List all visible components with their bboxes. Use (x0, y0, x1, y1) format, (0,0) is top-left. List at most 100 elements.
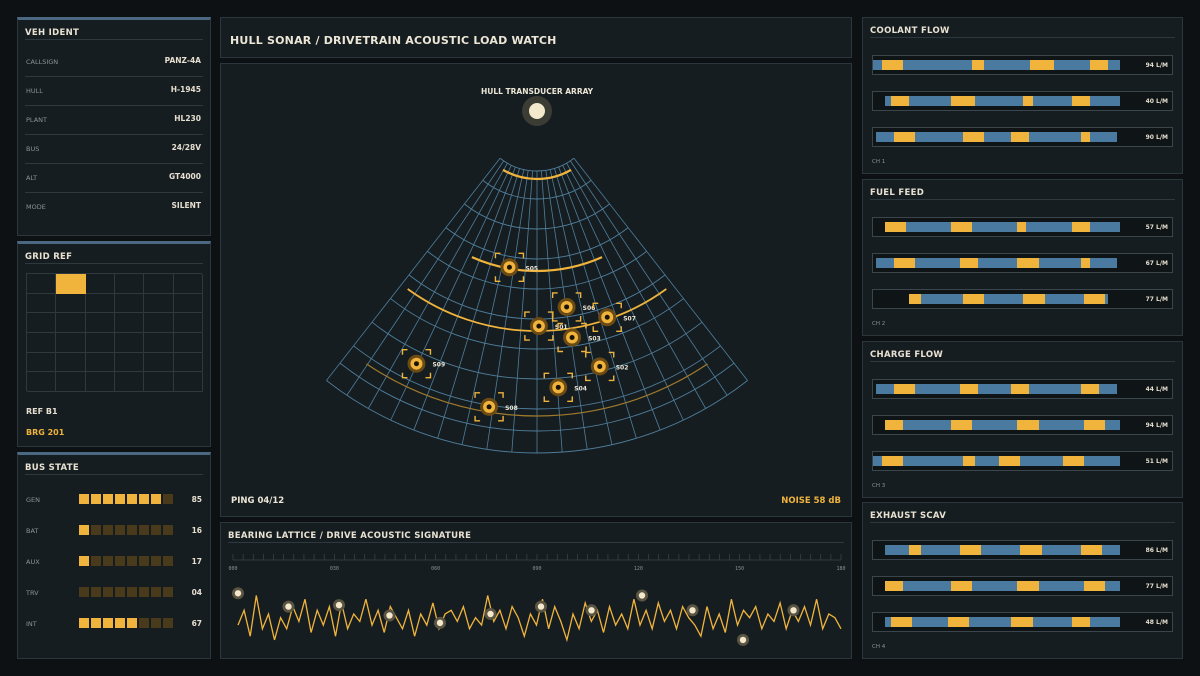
flow-row[interactable]: 94 L/M (872, 415, 1173, 435)
grid-cell[interactable] (173, 352, 203, 373)
row-divider (25, 105, 203, 106)
grid-map[interactable] (26, 273, 203, 392)
sonar-contact[interactable]: S02 (585, 351, 629, 382)
grid-cell[interactable] (173, 372, 203, 392)
flow-row[interactable]: 77 L/M (872, 576, 1173, 596)
flow-panel: COOLANT FLOW 94 L/M 40 L/M 90 L/M CH 1 (862, 17, 1183, 174)
sonar-contact[interactable]: S01 (524, 311, 568, 341)
flow-row[interactable]: 94 L/M (872, 55, 1173, 75)
grid-cell[interactable] (114, 313, 145, 333)
grid-cell[interactable] (27, 352, 57, 373)
grid-cell[interactable] (56, 372, 86, 392)
sonar-contact[interactable]: S07 (592, 302, 636, 332)
signature-marker[interactable] (234, 590, 242, 597)
sonar-bearing-line (573, 158, 748, 381)
grid-cell[interactable] (85, 293, 115, 314)
bus-level-segment (139, 525, 149, 535)
grid-cell[interactable] (144, 274, 174, 294)
grid-cell[interactable] (173, 274, 203, 294)
grid-cell[interactable] (114, 274, 145, 294)
flow-row[interactable]: 57 L/M (872, 217, 1173, 237)
grid-cell[interactable] (56, 274, 86, 294)
signature-marker[interactable] (335, 601, 343, 609)
grid-cell[interactable] (56, 352, 86, 373)
sonar-contact[interactable]: S08 (474, 392, 518, 422)
flow-bar (885, 420, 1120, 430)
flow-row[interactable]: 44 L/M (872, 379, 1173, 399)
bus-level-segment (151, 556, 161, 566)
signature-plot[interactable]: 000 030 060 090 120 150 180 (221, 545, 851, 657)
flow-bar-peak (948, 617, 970, 627)
flow-bar (885, 545, 1120, 555)
contact-core (597, 363, 603, 369)
signature-marker[interactable] (689, 607, 696, 614)
grid-cell[interactable] (85, 352, 115, 373)
grid-cell[interactable] (85, 313, 115, 333)
signature-marker[interactable] (487, 610, 494, 618)
veh-ident-row: HULL H-1945 (26, 85, 201, 97)
grid-cell[interactable] (56, 293, 86, 314)
signature-marker[interactable] (588, 607, 595, 614)
flow-bar (873, 456, 1120, 466)
flow-row[interactable]: 86 L/M (872, 540, 1173, 560)
bus-level-segment (91, 587, 101, 597)
signature-marker[interactable] (638, 592, 646, 599)
bus-level-segment (151, 494, 161, 504)
sonar-contact[interactable]: S06 (551, 292, 596, 322)
grid-cell[interactable] (56, 313, 86, 333)
signature-marker[interactable] (537, 603, 545, 610)
flow-row[interactable]: 67 L/M (872, 253, 1173, 273)
grid-cell[interactable] (85, 372, 115, 392)
grid-cell[interactable] (114, 293, 145, 314)
grid-cell[interactable] (173, 333, 203, 353)
grid-cell[interactable] (85, 274, 115, 294)
flow-bar-peak (960, 258, 979, 268)
signature-marker[interactable] (739, 636, 747, 644)
grid-cell[interactable] (144, 293, 174, 314)
grid-cell[interactable] (114, 333, 145, 353)
flow-value: 57 L/M (1145, 224, 1168, 231)
veh-ident-panel: VEH IDENT CALLSIGN PANZ-4A HULL H-1945 PLANT… (17, 17, 211, 236)
sonar-display[interactable]: S01 S02 S03 S04 S05 S06 S07 S08 S09 (221, 64, 851, 516)
flow-panel: CHARGE FLOW 44 L/M 94 L/M 51 L/M CH 3 (862, 341, 1183, 498)
signature-marker[interactable] (386, 612, 393, 619)
grid-cell[interactable] (27, 293, 57, 314)
grid-cell[interactable] (56, 333, 86, 353)
flow-row[interactable]: 77 L/M (872, 289, 1173, 309)
flow-row[interactable]: 51 L/M (872, 451, 1173, 471)
flow-row[interactable]: 48 L/M (872, 612, 1173, 632)
grid-cell[interactable] (85, 333, 115, 353)
sonar-contact[interactable]: S04 (543, 372, 587, 403)
flow-bar-peak (891, 617, 913, 627)
grid-cell[interactable] (144, 333, 174, 353)
flow-bar (885, 222, 1120, 232)
grid-cell[interactable] (144, 352, 174, 373)
bus-level-segment (91, 525, 101, 535)
grid-cell[interactable] (144, 372, 174, 392)
bus-key: BAT (26, 527, 39, 535)
signature-marker[interactable] (285, 603, 292, 610)
channel-label: CH 4 (872, 644, 886, 650)
signature-marker[interactable] (436, 619, 444, 627)
grid-cell[interactable] (173, 313, 203, 333)
flow-row[interactable]: 90 L/M (872, 127, 1173, 147)
grid-cell[interactable] (144, 313, 174, 333)
signature-marker[interactable] (790, 607, 797, 614)
bus-row: BAT 16 (26, 525, 202, 537)
flow-row[interactable]: 40 L/M (872, 91, 1173, 111)
sonar-contact[interactable]: S09 (401, 348, 445, 379)
sonar-contact[interactable]: S03 (557, 322, 601, 353)
grid-cell[interactable] (27, 372, 57, 392)
grid-cell[interactable] (27, 313, 57, 333)
flow-bar-peak (951, 96, 976, 106)
flow-bar-peak (1011, 384, 1030, 394)
grid-cell[interactable] (114, 372, 145, 392)
grid-cell[interactable] (27, 274, 57, 294)
grid-cell[interactable] (173, 293, 203, 314)
sonar-contact[interactable]: S05 (494, 252, 538, 282)
flow-value: 40 L/M (1145, 98, 1168, 105)
grid-cell[interactable] (114, 352, 145, 373)
grid-cell[interactable] (27, 333, 57, 353)
flow-bar-peak (1080, 545, 1102, 555)
contact-bracket (551, 292, 582, 322)
